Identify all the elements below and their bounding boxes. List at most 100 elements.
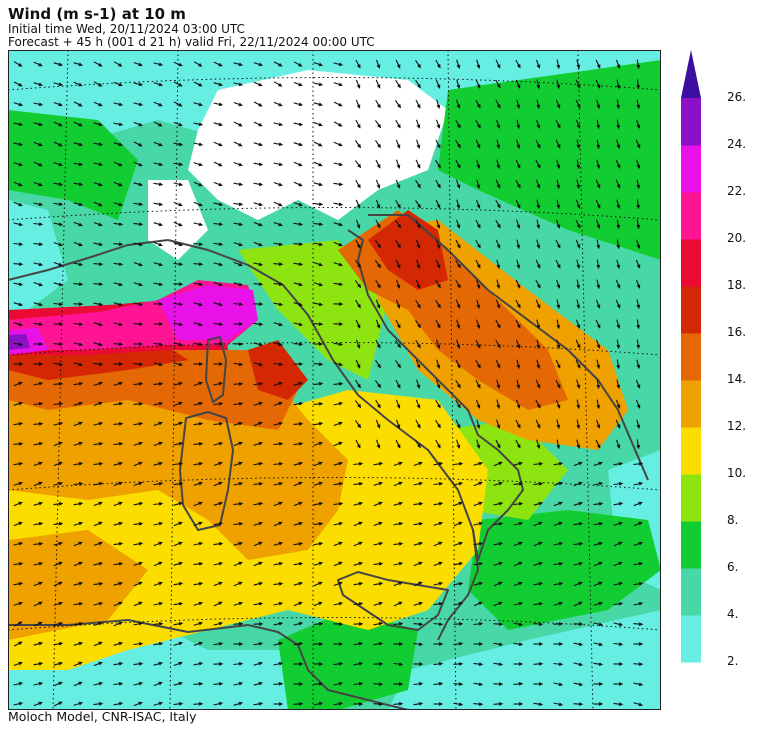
- wind-arrow: [533, 541, 543, 547]
- wind-arrow: [233, 202, 244, 207]
- wind-arrow: [153, 541, 163, 547]
- wind-arrow: [395, 59, 401, 69]
- wind-arrow: [355, 59, 361, 69]
- wind-arrow: [33, 641, 43, 646]
- wind-arrow: [355, 439, 361, 449]
- wind-arrow: [395, 279, 401, 289]
- wind-arrow: [173, 541, 183, 547]
- wind-arrow: [73, 342, 83, 347]
- wind-arrow: [355, 99, 361, 109]
- wind-arrow: [415, 179, 421, 189]
- wind-arrow: [636, 439, 641, 450]
- wind-arrow: [33, 122, 43, 127]
- wind-arrow: [293, 701, 304, 706]
- wind-arrow: [293, 262, 303, 267]
- wind-arrow: [213, 621, 223, 626]
- wind-arrow: [415, 359, 421, 369]
- wind-arrow: [313, 82, 323, 87]
- wind-arrow: [73, 441, 83, 446]
- wind-arrow: [113, 222, 123, 227]
- wind-arrow: [53, 282, 63, 287]
- wind-arrow: [533, 561, 543, 566]
- wind-arrow: [93, 242, 103, 247]
- colorbar-label: 16.: [727, 325, 747, 339]
- wind-arrow: [516, 219, 521, 229]
- wind-arrow: [595, 179, 601, 189]
- wind-arrow: [616, 339, 621, 349]
- wind-arrow: [173, 81, 183, 87]
- wind-arrow: [533, 521, 543, 527]
- wind-arrow: [113, 282, 123, 287]
- wind-arrow: [253, 561, 263, 567]
- wind-arrow: [173, 262, 184, 267]
- wind-arrow: [93, 122, 103, 127]
- wind-arrow: [233, 182, 243, 187]
- wind-arrow: [453, 521, 463, 527]
- wind-arrow: [355, 299, 361, 309]
- wind-arrow: [133, 61, 143, 67]
- wind-arrow: [53, 62, 63, 67]
- wind-arrow: [193, 302, 203, 307]
- wind-arrow: [133, 501, 143, 506]
- wind-arrow: [13, 342, 23, 347]
- wind-arrow: [533, 622, 544, 627]
- wind-arrow: [435, 59, 441, 69]
- wind-arrow: [133, 561, 143, 566]
- wind-arrow: [93, 501, 103, 507]
- wind-arrow: [73, 661, 83, 667]
- wind-arrow: [173, 561, 183, 566]
- wind-arrow: [493, 662, 503, 667]
- wind-arrow: [435, 159, 441, 169]
- wind-arrow: [293, 601, 303, 607]
- wind-arrow: [193, 681, 204, 686]
- wind-arrow: [253, 81, 263, 87]
- wind-arrow: [536, 79, 541, 89]
- wind-arrow: [113, 181, 123, 187]
- wind-arrow: [313, 302, 323, 307]
- wind-arrow: [436, 359, 441, 369]
- wind-arrow: [615, 399, 621, 409]
- wind-arrow: [213, 561, 223, 566]
- wind-arrow: [193, 661, 203, 666]
- wind-arrow: [173, 581, 183, 586]
- wind-arrow: [53, 401, 64, 406]
- wind-arrow: [455, 359, 461, 369]
- coast-corsica: [205, 336, 227, 403]
- wind-arrow: [293, 501, 303, 507]
- wind-arrow: [273, 322, 283, 327]
- wind-arrow: [473, 601, 483, 607]
- wind-arrow: [93, 681, 103, 686]
- wind-arrow: [113, 581, 123, 586]
- wind-arrow: [193, 342, 203, 347]
- wind-arrow: [393, 521, 403, 526]
- wind-arrow: [33, 161, 43, 167]
- wind-arrow: [293, 461, 303, 466]
- wind-arrow: [73, 421, 83, 427]
- wind-arrow: [113, 661, 123, 666]
- wind-arrow: [493, 541, 503, 546]
- wind-arrow: [636, 299, 641, 309]
- wind-arrow: [293, 181, 303, 187]
- wind-arrow: [553, 481, 563, 486]
- wind-arrow: [613, 481, 624, 486]
- wind-arrow: [455, 219, 461, 229]
- wind-arrow: [333, 222, 343, 227]
- wind-arrow: [213, 181, 223, 187]
- wind-arrow: [113, 701, 123, 706]
- wind-arrow: [576, 399, 581, 409]
- wind-arrow: [636, 179, 641, 189]
- wind-arrow: [213, 641, 224, 646]
- wind-arrow: [73, 461, 83, 466]
- wind-arrow: [555, 239, 561, 249]
- wind-arrow: [33, 461, 43, 467]
- wind-arrow: [353, 501, 363, 506]
- wind-arrow: [133, 461, 143, 467]
- wind-arrow: [413, 622, 424, 627]
- wind-arrow: [373, 682, 384, 687]
- wind-arrow: [395, 319, 401, 329]
- wind-arrow: [273, 501, 283, 507]
- wind-arrow: [333, 501, 344, 506]
- wind-arrow: [394, 99, 402, 109]
- wind-arrow: [33, 481, 43, 487]
- wind-arrow: [393, 461, 403, 467]
